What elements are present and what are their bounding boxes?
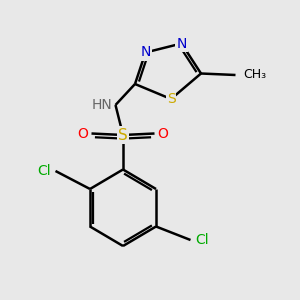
Text: Cl: Cl — [195, 233, 208, 247]
Text: Cl: Cl — [38, 164, 51, 178]
Text: HN: HN — [92, 98, 112, 112]
Text: CH₃: CH₃ — [243, 68, 266, 82]
Text: S: S — [167, 92, 176, 106]
Text: O: O — [78, 127, 88, 140]
Text: N: N — [176, 37, 187, 50]
Text: O: O — [158, 127, 168, 140]
Text: S: S — [118, 128, 128, 142]
Text: N: N — [140, 46, 151, 59]
